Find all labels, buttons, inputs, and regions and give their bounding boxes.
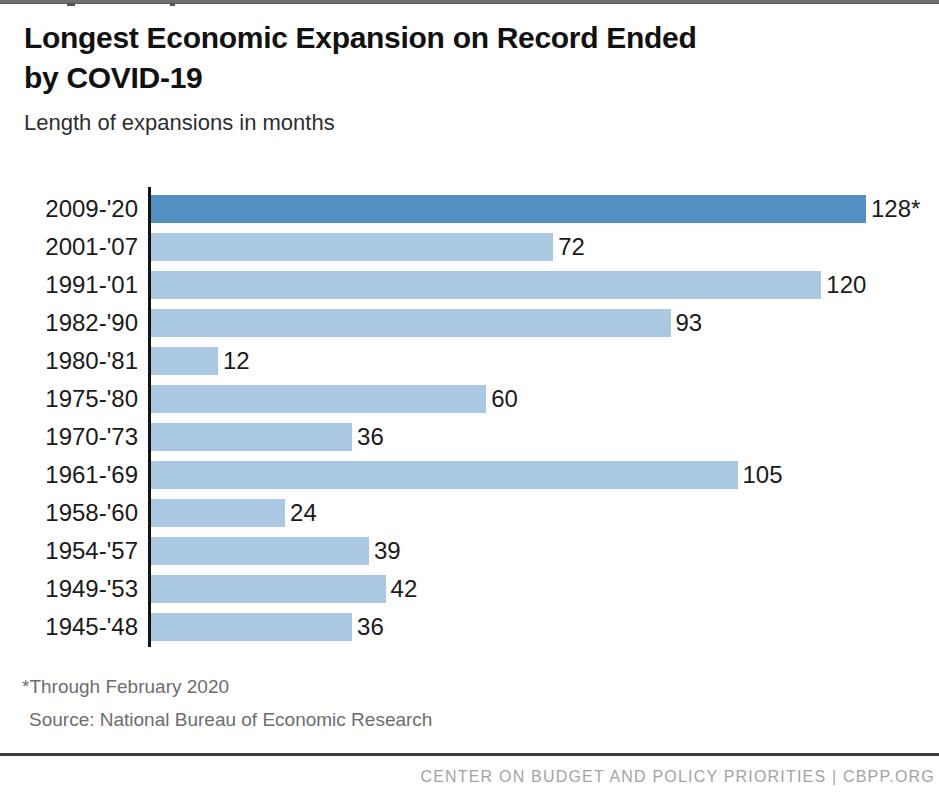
bar-track: 12 [151, 347, 939, 375]
footer-rule [0, 753, 939, 756]
chart-title: Longest Economic Expansion on Record End… [24, 18, 915, 97]
category-label: 1949-'53 [0, 575, 148, 603]
bar-track: 42 [151, 575, 939, 603]
chart-row: 1991-'01 120 [0, 271, 939, 299]
footnotes: *Through February 2020 Source: National … [0, 677, 939, 729]
bar-track: 36 [151, 423, 939, 451]
chart-rows: 2009-'20 128* 2001-'07 72 1991-'01 120 1982-'9… [0, 195, 939, 641]
chart-row: 1958-'60 24 [0, 499, 939, 527]
bar [151, 461, 738, 489]
value-label: 72 [558, 233, 585, 261]
category-label: 1954-'57 [0, 537, 148, 565]
chart-row: 1970-'73 36 [0, 423, 939, 451]
category-label: 1961-'69 [0, 461, 148, 489]
bar [151, 309, 671, 337]
bar [151, 233, 553, 261]
chart-row: 2001-'07 72 [0, 233, 939, 261]
bar [151, 499, 285, 527]
chart-row: 1945-'48 36 [0, 613, 939, 641]
bar-track: 120 [151, 271, 939, 299]
value-label: 105 [743, 461, 783, 489]
value-label: 42 [391, 575, 418, 603]
category-label: 1991-'01 [0, 271, 148, 299]
category-label: 1958-'60 [0, 499, 148, 527]
value-label: 128* [871, 195, 920, 223]
bar-track: 39 [151, 537, 939, 565]
bar [151, 385, 486, 413]
category-label: 2001-'07 [0, 233, 148, 261]
chart-row: 1975-'80 60 [0, 385, 939, 413]
value-label: 93 [676, 309, 703, 337]
footnote-source: Source: National Bureau of Economic Rese… [22, 710, 939, 729]
bar [151, 537, 369, 565]
bar [151, 575, 386, 603]
bar-track: 36 [151, 613, 939, 641]
value-label: 36 [357, 613, 384, 641]
bar [151, 347, 218, 375]
category-label: 1945-'48 [0, 613, 148, 641]
bar-track: 105 [151, 461, 939, 489]
chart-title-line1: Longest Economic Expansion on Record End… [24, 18, 915, 58]
chart-row: 1982-'90 93 [0, 309, 939, 337]
bar [151, 613, 352, 641]
top-crop-artifact-mark [170, 3, 175, 6]
bar-chart: 2009-'20 128* 2001-'07 72 1991-'01 120 1982-'9… [0, 187, 939, 647]
bar-track: 93 [151, 309, 939, 337]
footnote-asterisk: *Through February 2020 [22, 677, 939, 696]
y-axis-line [148, 187, 151, 647]
value-label: 36 [357, 423, 384, 451]
chart-title-line2: by COVID-19 [24, 58, 915, 98]
bar [151, 271, 821, 299]
category-label: 1975-'80 [0, 385, 148, 413]
chart-subtitle: Length of expansions in months [24, 110, 915, 136]
bar-track: 128* [151, 195, 939, 223]
top-crop-artifact-mark [67, 3, 75, 6]
bar-track: 60 [151, 385, 939, 413]
top-crop-artifact-rule [0, 0, 939, 4]
footer: CENTER ON BUDGET AND POLICY PRIORITIES |… [0, 753, 939, 786]
chart-row: 1949-'53 42 [0, 575, 939, 603]
footer-attribution: CENTER ON BUDGET AND POLICY PRIORITIES |… [0, 768, 939, 786]
bar-track: 24 [151, 499, 939, 527]
value-label: 120 [826, 271, 866, 299]
bar [151, 195, 866, 223]
category-label: 1980-'81 [0, 347, 148, 375]
chart-row: 1980-'81 12 [0, 347, 939, 375]
category-label: 2009-'20 [0, 195, 148, 223]
chart-row: 1961-'69 105 [0, 461, 939, 489]
bar [151, 423, 352, 451]
value-label: 39 [374, 537, 401, 565]
chart-row: 2009-'20 128* [0, 195, 939, 223]
category-label: 1982-'90 [0, 309, 148, 337]
category-label: 1970-'73 [0, 423, 148, 451]
bar-track: 72 [151, 233, 939, 261]
value-label: 24 [290, 499, 317, 527]
chart-row: 1954-'57 39 [0, 537, 939, 565]
value-label: 12 [223, 347, 250, 375]
value-label: 60 [491, 385, 518, 413]
chart-header: Longest Economic Expansion on Record End… [0, 0, 939, 136]
